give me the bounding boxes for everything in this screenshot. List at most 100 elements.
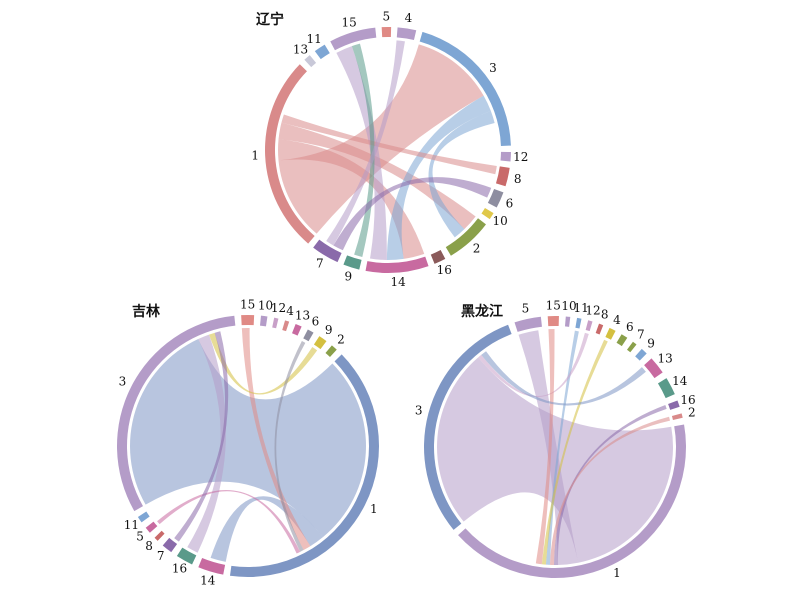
group-label: 10 (258, 299, 273, 313)
group-arc (343, 255, 362, 270)
group-arc (430, 249, 446, 264)
chord-ribbon (336, 46, 387, 260)
chord-ribbon (187, 334, 227, 553)
group-arc (595, 323, 604, 335)
group-arc (547, 316, 559, 327)
group-arc (396, 27, 417, 41)
group-arc (585, 320, 593, 332)
group-arc (314, 44, 330, 60)
group-arc (117, 315, 236, 512)
group-label: 15 (546, 299, 561, 313)
group-label: 11 (124, 518, 139, 532)
group-arc (198, 557, 226, 575)
group-arc (644, 358, 663, 379)
group-label: 14 (672, 374, 688, 388)
group-label: 11 (306, 32, 321, 46)
group-arc (668, 400, 680, 410)
group-arc (176, 547, 197, 565)
group-label: 11 (574, 301, 589, 315)
group-label: 16 (437, 263, 452, 277)
group-arc (330, 27, 377, 51)
group-arc (487, 188, 504, 208)
group-arc (313, 239, 342, 263)
chord-ribbon (157, 489, 301, 554)
chart-title: 黑龙江 (461, 303, 503, 320)
group-label: 9 (344, 269, 352, 283)
group-arc (365, 256, 429, 273)
group-arc (575, 317, 582, 329)
group-label: 15 (240, 298, 255, 312)
group-arc (419, 31, 511, 146)
group-label: 13 (658, 351, 673, 365)
group-arc (626, 341, 637, 353)
chord-ribbon (535, 329, 555, 565)
group-arc (325, 345, 337, 358)
chord-ribbon (278, 122, 476, 230)
chord-ribbon (333, 177, 492, 251)
group-label: 15 (342, 15, 357, 29)
group-arc (514, 316, 542, 332)
group-arc (282, 320, 290, 332)
group-arc (259, 315, 268, 327)
group-label: 7 (157, 549, 165, 563)
group-arc (616, 334, 628, 347)
group-label: 9 (325, 323, 333, 337)
group-arc (495, 166, 510, 187)
group-arc (304, 55, 317, 68)
chord-ribbon (481, 351, 646, 406)
group-arc (265, 64, 315, 244)
group-label: 3 (489, 61, 497, 75)
group-arc (162, 537, 178, 553)
group-label: 1 (370, 502, 378, 516)
group-arc (423, 324, 512, 530)
group-label: 14 (200, 574, 216, 588)
chord-ribbon (241, 328, 311, 551)
group-label: 7 (316, 257, 324, 271)
group-arc (154, 530, 165, 541)
group-label: 1 (251, 149, 259, 163)
group-arc (137, 511, 150, 523)
group-arc (500, 151, 511, 162)
group-arc (481, 208, 494, 220)
group-label: 2 (688, 406, 696, 420)
group-label: 10 (561, 299, 576, 313)
group-arc (671, 413, 683, 420)
chord-ribbon (386, 95, 491, 261)
group-arc (292, 323, 302, 336)
group-label: 16 (172, 562, 187, 576)
group-arc (657, 378, 675, 399)
group-label: 8 (145, 539, 153, 553)
chord-ribbon (326, 40, 405, 246)
group-label: 12 (585, 304, 600, 318)
chord-ribbon (130, 339, 367, 538)
group-arc (303, 329, 314, 342)
chord-ribbon (209, 332, 318, 395)
group-label: 8 (601, 308, 609, 322)
chord-ribbon (545, 330, 579, 565)
group-arc (381, 26, 392, 38)
chord-ribbon (553, 405, 667, 566)
group-label: 5 (382, 10, 390, 24)
group-label: 4 (405, 11, 413, 25)
group-label: 6 (626, 320, 634, 334)
group-label: 6 (506, 197, 514, 211)
group-arc (635, 348, 647, 361)
group-label: 13 (295, 308, 310, 322)
chord-ribbon (478, 332, 589, 398)
group-label: 5 (522, 302, 530, 316)
group-label: 12 (271, 301, 286, 315)
group-label: 4 (613, 313, 621, 327)
group-label: 7 (637, 328, 645, 342)
group-arc (605, 327, 616, 340)
group-arc (241, 315, 255, 326)
group-label: 14 (390, 275, 406, 289)
group-label: 9 (647, 336, 655, 350)
chord-ribbon (281, 114, 497, 175)
chord-ribbon (210, 496, 324, 562)
group-label: 1 (613, 566, 621, 580)
group-label: 3 (119, 374, 127, 388)
group-label: 3 (415, 403, 423, 417)
group-label: 12 (513, 150, 528, 164)
chart-title: 吉林 (132, 303, 160, 320)
